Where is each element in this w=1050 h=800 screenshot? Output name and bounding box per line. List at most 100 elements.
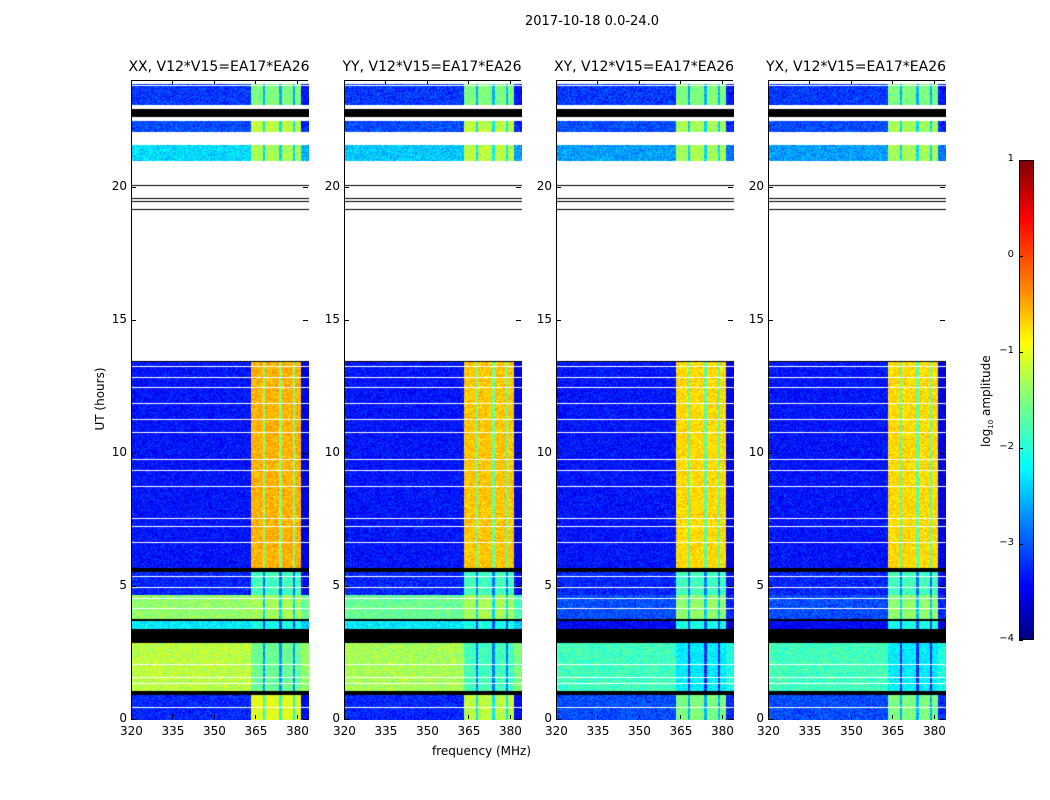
- y-tick: [344, 719, 349, 720]
- x-tick-label: 365: [244, 724, 268, 738]
- y-tick-label: 0: [332, 711, 340, 725]
- x-tick: [296, 715, 298, 719]
- x-tick-label: 365: [881, 724, 905, 738]
- x-tick: [768, 80, 769, 84]
- colorbar-tick: [1019, 448, 1023, 449]
- colorbar-tick: [1019, 640, 1023, 641]
- panel-title: YX, V12*V15=EA17*EA26: [765, 59, 947, 75]
- y-tick-label: 0: [756, 711, 764, 725]
- y-axis-label: UT (hours): [93, 367, 107, 431]
- y-tick-label: 20: [324, 178, 340, 193]
- x-tick-label: 320: [757, 724, 780, 738]
- x-tick-label: 380: [710, 724, 734, 738]
- x-tick: [597, 80, 599, 84]
- y-tick: [516, 319, 521, 321]
- y-tick: [768, 186, 773, 188]
- y-tick: [131, 319, 136, 321]
- y-tick: [556, 719, 561, 720]
- x-tick: [385, 715, 387, 719]
- x-tick: [721, 80, 723, 84]
- spectrogram-panel: [768, 80, 946, 720]
- x-tick: [680, 715, 682, 719]
- x-axis-label: frequency (MHz): [432, 744, 532, 758]
- panel-title: XX, V12*V15=EA17*EA26: [128, 59, 310, 75]
- spectrogram-panel: [131, 80, 309, 720]
- x-tick: [933, 715, 935, 719]
- x-tick-label: 335: [798, 724, 822, 738]
- x-tick-label: 350: [627, 724, 651, 738]
- y-tick-label: 15: [111, 311, 127, 326]
- x-tick-label: 365: [457, 724, 481, 738]
- y-tick: [303, 452, 308, 454]
- y-tick: [768, 319, 773, 321]
- y-tick-label: 15: [536, 311, 552, 326]
- y-tick-label: 20: [748, 178, 764, 193]
- y-tick: [131, 585, 136, 587]
- x-tick: [809, 80, 811, 84]
- x-tick: [638, 715, 640, 719]
- colorbar-label: log10 amplitude: [978, 355, 996, 448]
- y-tick: [556, 319, 561, 321]
- colorbar-tick: [1019, 256, 1023, 257]
- y-tick: [728, 452, 733, 454]
- y-tick-label: 15: [748, 311, 764, 326]
- colorbar-tick-label: −2: [999, 441, 1014, 452]
- y-tick: [516, 186, 521, 188]
- x-tick-label: 350: [415, 724, 439, 738]
- y-tick: [131, 719, 136, 720]
- x-tick: [809, 715, 811, 719]
- x-tick: [850, 715, 852, 719]
- y-tick: [728, 719, 733, 720]
- y-tick: [131, 186, 136, 188]
- colorbar-tick-label: −3: [999, 537, 1014, 548]
- y-tick: [344, 452, 349, 454]
- heatmap-image: [345, 81, 522, 720]
- x-tick-label: 350: [839, 724, 863, 738]
- x-tick: [892, 715, 894, 719]
- y-tick: [344, 186, 349, 188]
- x-tick: [850, 80, 852, 84]
- y-tick: [940, 452, 945, 454]
- heatmap-image: [769, 81, 946, 720]
- y-tick: [556, 585, 561, 587]
- y-tick: [131, 452, 136, 454]
- y-tick-label: 20: [111, 178, 127, 193]
- x-tick: [509, 715, 511, 719]
- heatmap-image: [557, 81, 734, 720]
- spectrogram-panel: [556, 80, 734, 720]
- x-tick-label: 365: [669, 724, 693, 738]
- x-tick: [344, 715, 345, 719]
- y-tick: [303, 319, 308, 321]
- x-tick: [509, 80, 511, 84]
- y-tick: [303, 719, 308, 720]
- y-tick: [303, 186, 308, 188]
- x-tick-label: 335: [586, 724, 610, 738]
- y-tick: [516, 452, 521, 454]
- y-tick: [556, 452, 561, 454]
- y-tick: [768, 585, 773, 587]
- heatmap-image: [132, 81, 309, 720]
- y-tick-label: 5: [756, 577, 764, 592]
- x-tick-label: 335: [374, 724, 398, 738]
- y-tick-label: 5: [119, 577, 127, 592]
- x-tick-label: 350: [202, 724, 226, 738]
- x-tick: [131, 80, 132, 84]
- x-tick: [344, 80, 345, 84]
- x-tick: [892, 80, 894, 84]
- y-tick: [728, 186, 733, 188]
- panel-title: YY, V12*V15=EA17*EA26: [342, 59, 522, 75]
- colorbar-tick-label: 1: [1007, 153, 1014, 164]
- x-tick: [638, 80, 640, 84]
- y-tick-label: 5: [544, 577, 552, 592]
- colorbar-tick-label: −4: [999, 633, 1014, 644]
- x-tick: [933, 80, 935, 84]
- spectrogram-panel: [344, 80, 522, 720]
- y-tick-label: 20: [536, 178, 552, 193]
- y-tick-label: 5: [332, 577, 340, 592]
- y-tick: [556, 186, 561, 188]
- x-tick: [556, 80, 557, 84]
- y-tick: [768, 719, 773, 720]
- x-tick: [680, 80, 682, 84]
- x-tick: [385, 80, 387, 84]
